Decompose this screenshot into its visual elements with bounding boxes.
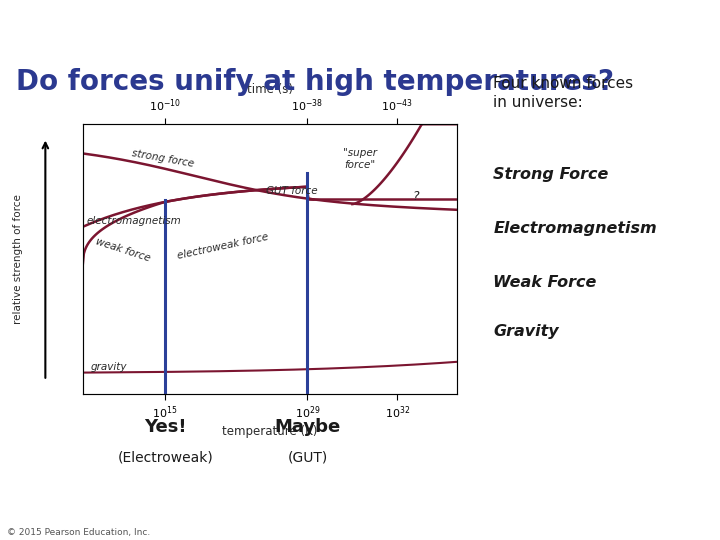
- Text: electromagnetism: electromagnetism: [86, 216, 181, 226]
- Text: Yes!: Yes!: [144, 418, 186, 436]
- Text: (Electroweak): (Electroweak): [117, 451, 213, 465]
- Text: Do forces unify at high temperatures?: Do forces unify at high temperatures?: [16, 68, 614, 96]
- Text: relative strength of force: relative strength of force: [13, 194, 23, 324]
- Text: strong force: strong force: [132, 148, 195, 170]
- X-axis label: time (s): time (s): [247, 83, 293, 96]
- Text: Electromagnetism: Electromagnetism: [493, 221, 657, 237]
- Text: electroweak force: electroweak force: [176, 232, 269, 261]
- Text: © 2015 Pearson Education, Inc.: © 2015 Pearson Education, Inc.: [7, 528, 150, 537]
- Text: (GUT): (GUT): [287, 451, 328, 465]
- Text: Maybe: Maybe: [274, 418, 341, 436]
- Text: Weak Force: Weak Force: [493, 275, 597, 291]
- Text: Gravity: Gravity: [493, 324, 559, 339]
- Text: GUT force: GUT force: [266, 186, 318, 197]
- Text: ?: ?: [413, 190, 419, 203]
- Text: Strong Force: Strong Force: [493, 167, 608, 183]
- Text: gravity: gravity: [90, 362, 127, 372]
- Text: Four known forces
in universe:: Four known forces in universe:: [493, 76, 634, 110]
- Text: "super
force": "super force": [343, 148, 377, 170]
- Text: weak force: weak force: [94, 237, 151, 264]
- X-axis label: temperature (K): temperature (K): [222, 426, 318, 438]
